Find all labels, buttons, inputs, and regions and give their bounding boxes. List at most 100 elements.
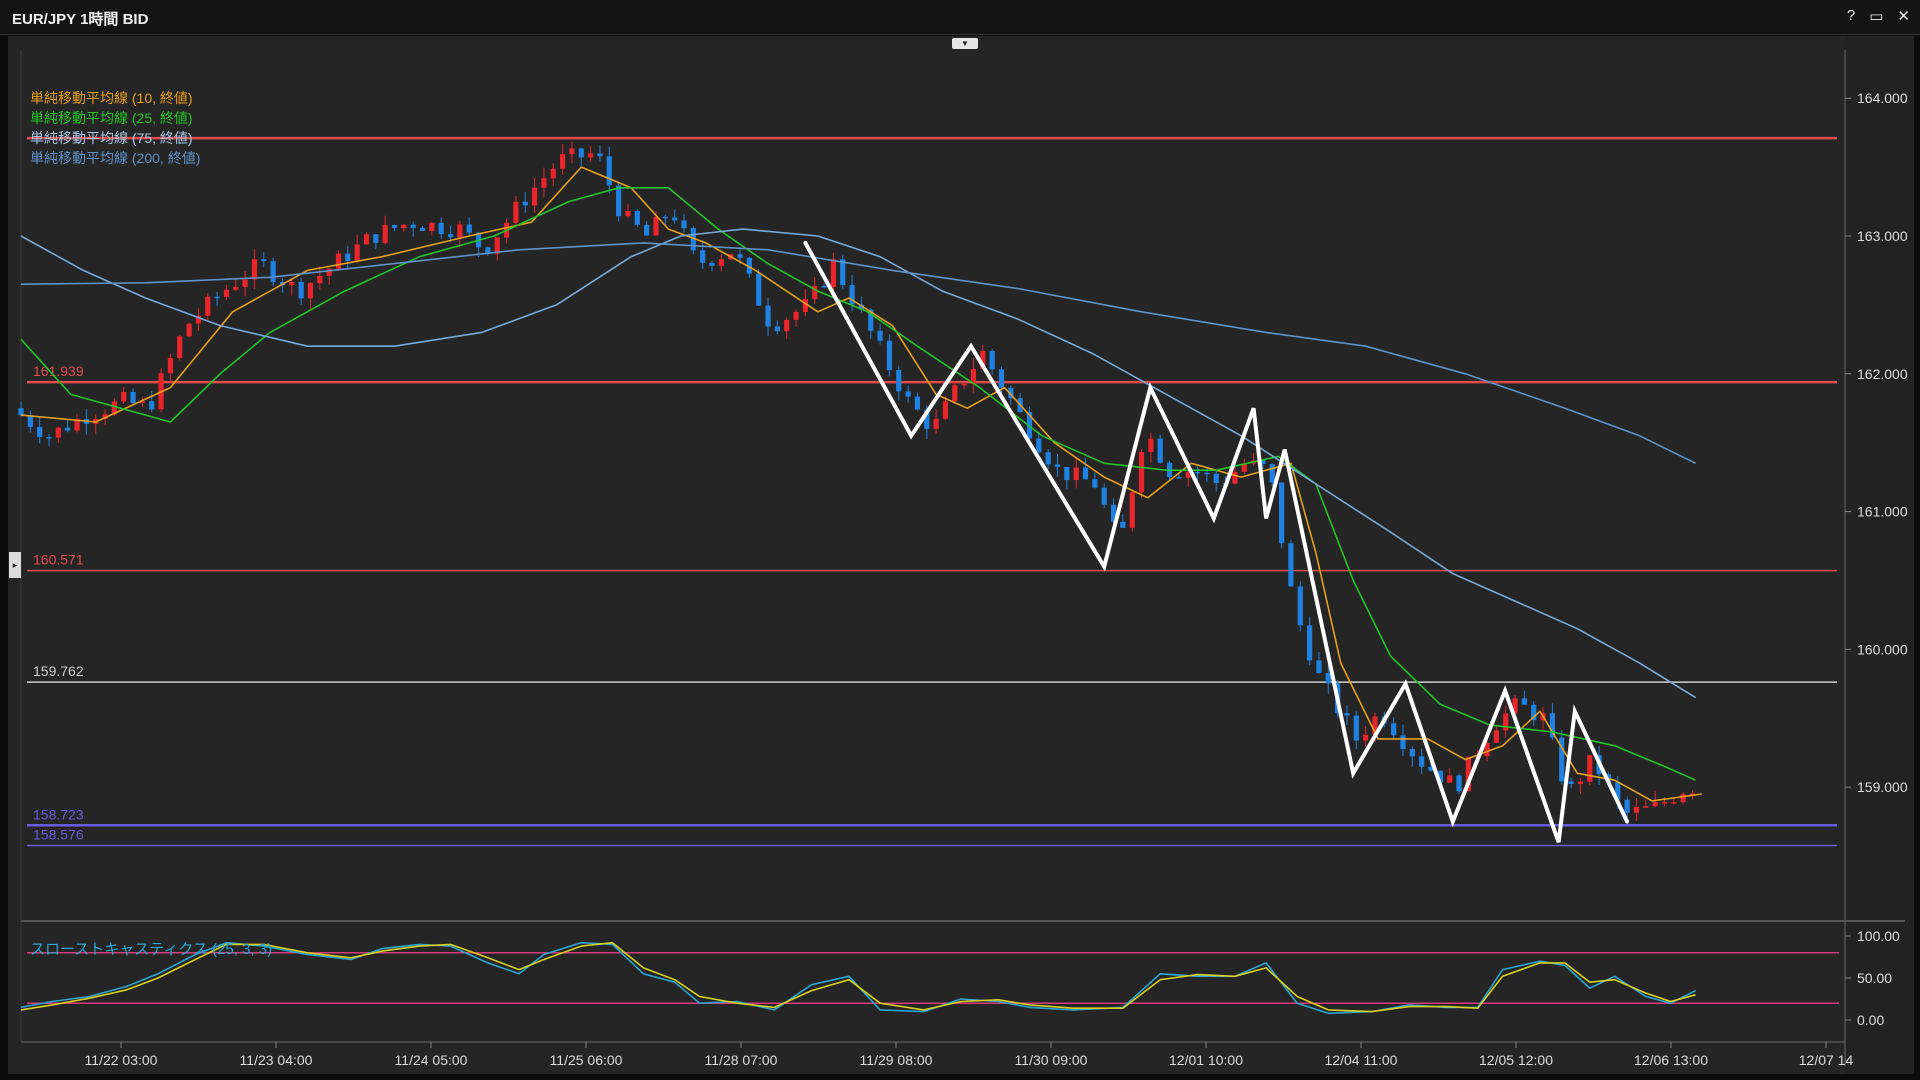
price-axis-area — [1845, 36, 1914, 1074]
bull-candle — [653, 216, 659, 236]
bull-candle — [307, 283, 314, 299]
bear-candle — [616, 185, 622, 217]
bear-candle — [373, 234, 379, 243]
bear-candle — [737, 254, 743, 258]
bull-candle — [401, 224, 407, 229]
bear-candle — [1419, 756, 1425, 767]
bear-candle — [840, 259, 846, 286]
bear-candle — [756, 273, 762, 306]
bear-candle — [672, 217, 678, 221]
bull-candle — [1232, 471, 1238, 484]
bear-candle — [130, 391, 136, 404]
time-tick-label: 11/22 03:00 — [85, 1052, 158, 1068]
bear-candle — [914, 396, 921, 410]
time-tick-label: 11/24 05:00 — [395, 1052, 468, 1068]
bear-candle — [1036, 438, 1042, 453]
bear-candle — [261, 259, 267, 262]
bull-candle — [74, 419, 80, 431]
bull-candle — [625, 211, 631, 217]
bear-candle — [709, 262, 715, 266]
bull-candle — [1148, 438, 1154, 453]
bear-candle — [849, 285, 855, 305]
bull-candle — [513, 201, 519, 223]
close-icon[interactable]: ✕ — [1897, 8, 1910, 25]
bear-candle — [466, 224, 472, 233]
bear-candle — [1428, 766, 1434, 771]
bear-candle — [1559, 737, 1565, 782]
bear-candle — [606, 156, 612, 186]
bear-candle — [1456, 775, 1462, 792]
bear-candle — [896, 370, 902, 392]
bear-candle — [270, 261, 276, 282]
bear-candle — [345, 253, 351, 262]
bear-candle — [924, 409, 930, 429]
bull-candle — [1512, 698, 1518, 714]
bear-candle — [438, 222, 444, 235]
bear-candle — [765, 305, 771, 327]
bull-candle — [793, 311, 799, 320]
bear-candle — [1288, 543, 1294, 587]
bull-candle — [1241, 463, 1247, 472]
bear-candle — [1409, 749, 1415, 757]
price-chart[interactable]: 164.000 163.000 162.000 161.000 160.000 159.0… — [8, 36, 1914, 1074]
level-label: 160.571 — [33, 552, 84, 568]
bear-candle — [905, 391, 911, 397]
legend-sma200: 単純移動平均線 (200, 終値) — [30, 150, 201, 166]
time-tick-label: 12/05 12:00 — [1479, 1052, 1553, 1068]
sma75-line — [20, 228, 1697, 699]
bull-candle — [718, 259, 724, 266]
bull-candle — [802, 299, 808, 312]
bear-candle — [644, 224, 650, 236]
bear-candle — [1101, 487, 1107, 505]
bull-candle — [102, 414, 108, 419]
bull-candle — [251, 259, 258, 280]
bear-candle — [1157, 438, 1163, 463]
bear-candle — [37, 426, 43, 438]
time-tick-label: 11/30 09:00 — [1015, 1052, 1088, 1068]
price-tick-label: 159.000 — [1857, 779, 1908, 795]
bear-candle — [1176, 477, 1182, 479]
bull-candle — [559, 154, 566, 169]
bull-candle — [195, 315, 202, 324]
bear-candle — [149, 401, 155, 410]
bull-candle — [1185, 471, 1191, 478]
price-tick-label: 162.000 — [1857, 366, 1908, 382]
time-tick-label: 11/29 08:00 — [860, 1052, 933, 1068]
bear-candle — [65, 427, 71, 431]
time-tick-label: 11/25 06:00 — [550, 1052, 623, 1068]
bear-candle — [821, 285, 827, 288]
time-tick-label: 12/04 11:00 — [1325, 1052, 1398, 1068]
bear-candle — [447, 234, 454, 238]
collapse-toggle-button[interactable]: ▼ — [952, 38, 978, 49]
bull-candle — [531, 187, 538, 206]
bear-candle — [1344, 713, 1350, 716]
bear-candle — [27, 415, 33, 427]
bull-candle — [363, 234, 370, 245]
bear-candle — [1325, 673, 1331, 684]
bull-candle — [541, 178, 547, 188]
bull-candle — [933, 418, 939, 429]
bear-candle — [1521, 698, 1527, 705]
bull-candle — [1671, 802, 1677, 804]
bull-candle — [1484, 742, 1490, 757]
bear-candle — [1269, 464, 1275, 483]
bull-candle — [494, 237, 500, 254]
bull-candle — [233, 287, 239, 290]
bear-candle — [774, 326, 780, 332]
bull-candle — [961, 383, 967, 386]
bear-candle — [46, 437, 52, 439]
bear-candle — [1082, 467, 1089, 480]
bear-candle — [1054, 464, 1061, 467]
bear-candle — [989, 350, 995, 370]
bull-candle — [335, 253, 342, 269]
bull-candle — [1465, 756, 1471, 792]
price-tick-label: 160.000 — [1857, 641, 1908, 657]
time-tick-label: 11/28 07:00 — [705, 1052, 778, 1068]
maximize-icon[interactable]: ▭ — [1869, 8, 1884, 25]
chart-area[interactable]: 164.000 163.000 162.000 161.000 160.000 159.0… — [8, 36, 1914, 1074]
bull-candle — [177, 336, 183, 359]
bull-candle — [942, 401, 949, 419]
side-panel-handle[interactable]: ▸ — [9, 552, 21, 578]
bull-candle — [1689, 793, 1696, 796]
help-icon[interactable]: ? — [1846, 7, 1856, 24]
